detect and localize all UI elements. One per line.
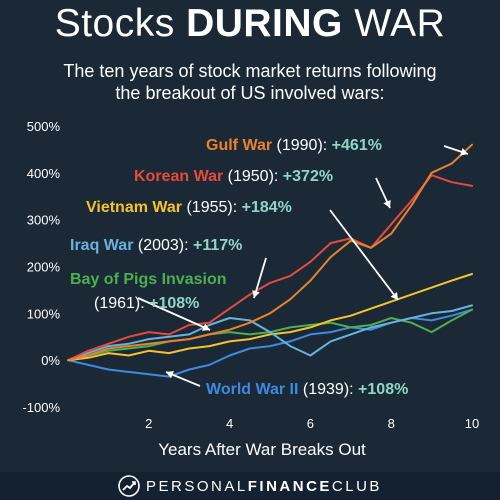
- war-return: +117%: [193, 237, 242, 254]
- subtitle-line-2: the breakout of US involved wars:: [115, 83, 385, 103]
- annotation-korean-war: Korean War (1950): +372%: [134, 168, 333, 185]
- subtitle-line-1: The ten years of stock market returns fo…: [63, 61, 437, 81]
- series-line-iraq-war: [67, 304, 473, 362]
- y-tick-label: 100%: [27, 306, 61, 321]
- arrowhead-vietnam-war: [390, 292, 398, 300]
- series-line-korean-war: [67, 174, 473, 362]
- series-line-gulf-war: [67, 143, 473, 362]
- annotation-text-korean-war: Korean War (1950): +372%: [134, 168, 333, 185]
- war-name: World War II: [206, 381, 298, 398]
- arrow-vietnam-war: [329, 209, 399, 301]
- x-axis: 2 4 6 8 10: [145, 416, 479, 431]
- annotation-text-vietnam-war: Vietnam War (1955): +184%: [86, 199, 292, 216]
- war-year: (1961):: [94, 295, 149, 312]
- annotation-gulf-war: Gulf War (1990): +461%: [206, 137, 382, 154]
- title-part-3: WAR: [342, 2, 446, 45]
- page-subtitle: The ten years of stock market returns fo…: [20, 60, 480, 104]
- x-tick-label: 8: [388, 416, 395, 431]
- war-year: (1955):: [182, 199, 242, 216]
- series-line-vietnam-war: [67, 273, 473, 362]
- y-tick-label: -100%: [22, 400, 60, 415]
- brand-logo-icon: [118, 475, 140, 497]
- war-return: +372%: [283, 168, 333, 185]
- war-year: (1939):: [298, 381, 358, 398]
- y-tick-label: 500%: [27, 119, 61, 134]
- annotation-text-bay-of-pigs-invasion: Bay of Pigs Invasion: [70, 271, 226, 288]
- war-name: Korean War: [134, 168, 223, 185]
- war-return: +184%: [242, 199, 292, 216]
- x-tick-label: 2: [145, 416, 152, 431]
- x-axis-label: Years After War Breaks Out: [158, 440, 366, 459]
- war-return: +108%: [358, 381, 408, 398]
- annotation-vietnam-war: Vietnam War (1955): +184%: [86, 199, 292, 216]
- title-part-1: Stocks: [54, 2, 187, 45]
- brand-name-2: FINANCE: [247, 477, 332, 495]
- y-tick-label: 400%: [27, 166, 61, 181]
- y-tick-label: 0%: [41, 353, 60, 368]
- annotation-world-war-ii: World War II (1939): +108%: [206, 381, 408, 398]
- y-tick-label: 300%: [27, 213, 61, 228]
- war-return: +108%: [149, 295, 199, 312]
- arrow-bay-of-pigs-invasion: [137, 297, 211, 331]
- arrowhead-iraq-war: [252, 290, 260, 298]
- annotation-text-iraq-war: Iraq War (2003): +117%: [70, 237, 242, 254]
- page-title: Stocks DURING WAR: [0, 2, 500, 46]
- x-tick-label: 10: [465, 416, 479, 431]
- footer-brand: PERSONAL FINANCE CLUB: [0, 472, 500, 500]
- arrowhead-bay-of-pigs-invasion: [202, 323, 210, 331]
- war-name: Vietnam War: [86, 199, 182, 216]
- title-part-2: DURING: [186, 2, 343, 45]
- brand-name-1: PERSONAL: [146, 477, 248, 495]
- annotation-text-bay-of-pigs-invasion-line2: (1961): +108%: [94, 295, 199, 312]
- annotation-labels: Gulf War (1990): +461% Korean War (1950):…: [70, 137, 408, 398]
- annotation-arrows: [137, 145, 469, 387]
- x-tick-label: 4: [226, 416, 233, 431]
- arrowhead-korean-war: [383, 200, 391, 208]
- series-layer: [67, 143, 473, 378]
- annotation-text-gulf-war: Gulf War (1990): +461%: [206, 137, 382, 154]
- war-return: +461%: [332, 137, 382, 154]
- war-name: Gulf War: [206, 137, 272, 154]
- war-year: (1950):: [223, 168, 283, 185]
- x-tick-label: 6: [307, 416, 314, 431]
- arrowhead-gulf-war: [460, 148, 468, 156]
- arrowhead-world-war-ii: [166, 371, 174, 379]
- annotation-bay-of-pigs-invasion: Bay of Pigs Invasion (1961): +108%: [70, 271, 226, 312]
- annotation-iraq-war: Iraq War (2003): +117%: [70, 237, 242, 254]
- y-tick-label: 200%: [27, 260, 61, 275]
- brand-name-3: CLUB: [331, 477, 382, 495]
- annotation-text-world-war-ii: World War II (1939): +108%: [206, 381, 408, 398]
- war-year: (1990):: [272, 137, 332, 154]
- y-axis: -100% 0% 100% 200% 300% 400% 500%: [22, 119, 60, 415]
- war-year: (2003):: [133, 237, 193, 254]
- war-name: Iraq War: [70, 237, 133, 254]
